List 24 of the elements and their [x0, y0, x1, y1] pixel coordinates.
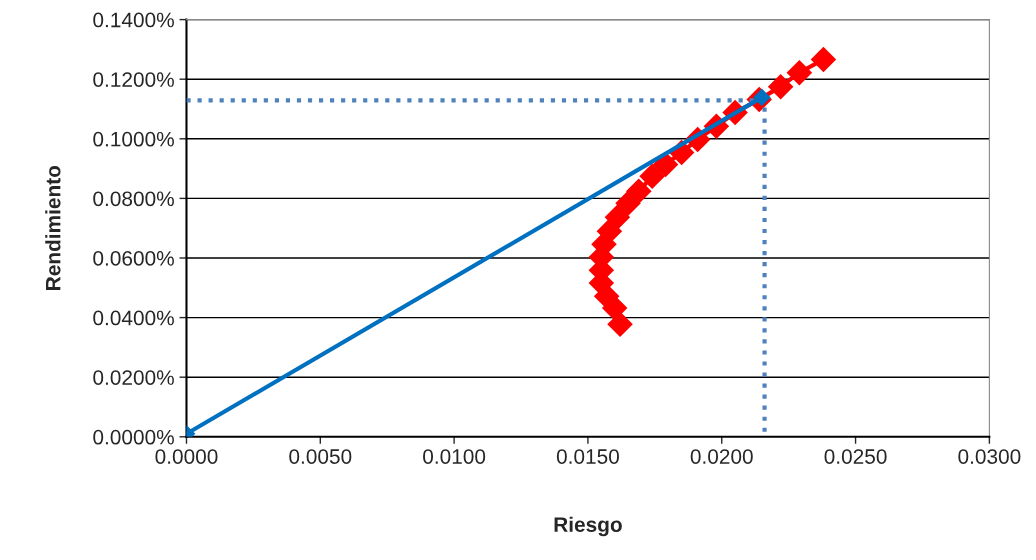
- point: [767, 73, 794, 100]
- x-tick-label: 0.0150: [556, 449, 619, 464]
- y-axis-title: Rendimiento: [45, 165, 61, 290]
- x-tick-label: 0.0050: [289, 449, 352, 464]
- point: [626, 178, 652, 205]
- x-tick-label: 0.0100: [423, 449, 486, 464]
- y-tick-label: 0.0400%: [93, 310, 174, 326]
- x-tick-label: 0.0200: [690, 449, 753, 464]
- x-tick-label: 0.0000: [155, 449, 218, 464]
- y-tick-label: 0.0200%: [93, 370, 174, 385]
- y-tick-label: 0.1200%: [93, 72, 174, 87]
- point: [639, 163, 665, 190]
- y-tick-label: 0.1000%: [93, 131, 174, 147]
- point: [810, 46, 837, 73]
- x-tick-label: 0.0300: [958, 449, 1021, 464]
- point: [786, 59, 813, 86]
- x-tick-label: 0.0250: [824, 449, 887, 464]
- point: [596, 218, 623, 244]
- y-tick-label: 0.0000%: [93, 429, 174, 445]
- y-tick-label: 0.0600%: [93, 251, 174, 266]
- y-tick-label: 0.1400%: [93, 12, 174, 28]
- point: [604, 204, 631, 230]
- y-tick-label: 0.0800%: [93, 191, 174, 207]
- x-axis-title: Riesgo: [554, 516, 622, 537]
